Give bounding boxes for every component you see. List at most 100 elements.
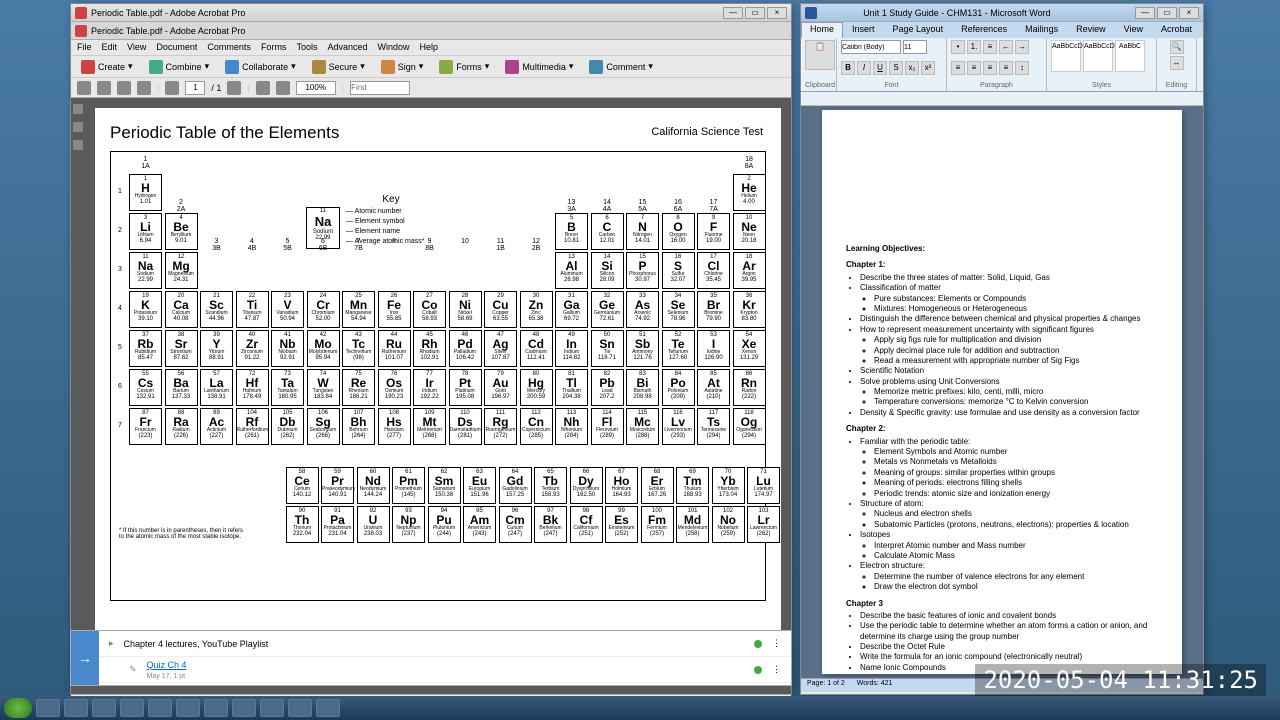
word-titlebar[interactable]: Unit 1 Study Guide - CHM131 - Microsoft … [801, 4, 1203, 22]
taskbar-app-icon[interactable] [232, 699, 256, 717]
sign-button[interactable]: Sign▾ [377, 59, 428, 75]
zoom-input[interactable] [296, 81, 336, 95]
panel-row-playlist[interactable]: ▸ Chapter 4 lectures, YouTube Playlist ⋮ [99, 631, 791, 657]
indent-inc-button[interactable]: → [1015, 40, 1029, 54]
style-option[interactable]: AaBbCcDc [1083, 40, 1113, 72]
email-icon[interactable] [137, 81, 151, 95]
maximize-button[interactable]: ▭ [1157, 7, 1177, 19]
taskbar-app-icon[interactable] [204, 699, 228, 717]
size-select[interactable] [903, 40, 927, 54]
next-page-icon[interactable] [227, 81, 241, 95]
menu-comments[interactable]: Comments [207, 42, 251, 53]
tab-view[interactable]: View [1115, 22, 1152, 38]
bookmarks-panel-icon[interactable] [73, 122, 83, 132]
menu-help[interactable]: Help [420, 42, 439, 53]
close-button[interactable]: × [767, 7, 787, 19]
bold-button[interactable]: B [841, 61, 855, 75]
find-button[interactable]: 🔍 [1170, 40, 1184, 54]
acrobat-titlebar[interactable]: Periodic Table.pdf - Adobe Acrobat Pro —… [71, 4, 791, 22]
align-center-button[interactable]: ≡ [967, 61, 981, 75]
zoom-out-icon[interactable] [256, 81, 270, 95]
underline-button[interactable]: U [873, 61, 887, 75]
menu-icon[interactable]: ⋮ [772, 664, 781, 675]
element-Hg: 80HgMercury200.59 [520, 369, 553, 406]
taskbar-word-icon[interactable] [316, 699, 340, 717]
menu-icon[interactable]: ⋮ [772, 638, 781, 649]
save-icon[interactable] [117, 81, 131, 95]
sup-button[interactable]: x² [921, 61, 935, 75]
menu-view[interactable]: View [127, 42, 146, 53]
element-Tm: 69TmThulium168.93 [676, 467, 709, 504]
collaborate-button[interactable]: Collaborate▾ [221, 59, 300, 75]
combine-button[interactable]: Combine▾ [145, 59, 214, 75]
style-option[interactable]: AaBbC [1115, 40, 1145, 72]
element-Zr: 40ZrZirconium91.22 [236, 330, 269, 367]
secure-button[interactable]: Secure▾ [308, 59, 369, 75]
print-icon[interactable] [97, 81, 111, 95]
italic-button[interactable]: I [857, 61, 871, 75]
maximize-button[interactable]: ▭ [745, 7, 765, 19]
find-input[interactable] [350, 81, 410, 95]
minimize-button[interactable]: — [1135, 7, 1155, 19]
page-status[interactable]: Page: 1 of 2 [807, 680, 845, 691]
tab-insert[interactable]: Insert [843, 22, 884, 38]
minimize-button[interactable]: — [723, 7, 743, 19]
align-left-button[interactable]: ≡ [951, 61, 965, 75]
prev-page-icon[interactable] [165, 81, 179, 95]
numbering-button[interactable]: 1. [967, 40, 981, 54]
element-Bk: 97BkBerkelium(247) [534, 506, 567, 543]
comment-button[interactable]: Comment▾ [585, 59, 657, 75]
font-select[interactable] [841, 40, 901, 54]
word-page[interactable]: Learning Objectives:Chapter 1:Describe t… [822, 110, 1182, 674]
tab-mailings[interactable]: Mailings [1016, 22, 1067, 38]
forms-button[interactable]: Forms▾ [435, 59, 493, 75]
taskbar-app-icon[interactable] [120, 699, 144, 717]
taskbar-app-icon[interactable] [148, 699, 172, 717]
taskbar-app-icon[interactable] [260, 699, 284, 717]
taskbar-app-icon[interactable] [92, 699, 116, 717]
menu-advanced[interactable]: Advanced [327, 42, 367, 53]
style-option[interactable]: AaBbCcDc [1051, 40, 1081, 72]
taskbar-acrobat-icon[interactable] [288, 699, 312, 717]
multilevel-button[interactable]: ≡ [983, 40, 997, 54]
menu-forms[interactable]: Forms [261, 42, 287, 53]
panel-expand[interactable]: → [71, 631, 99, 685]
menu-window[interactable]: Window [377, 42, 409, 53]
page-input[interactable] [185, 81, 205, 95]
menu-file[interactable]: File [77, 42, 92, 53]
word-count[interactable]: Words: 421 [857, 680, 893, 691]
pages-panel-icon[interactable] [73, 104, 83, 114]
tab-home[interactable]: Home [801, 22, 843, 38]
taskbar-ie-icon[interactable] [36, 699, 60, 717]
menu-edit[interactable]: Edit [102, 42, 118, 53]
tab-references[interactable]: References [952, 22, 1016, 38]
tab-review[interactable]: Review [1067, 22, 1115, 38]
multimedia-button[interactable]: Multimedia▾ [501, 59, 577, 75]
indent-dec-button[interactable]: ← [999, 40, 1013, 54]
ruler[interactable] [801, 92, 1203, 106]
align-right-button[interactable]: ≡ [983, 61, 997, 75]
attachments-panel-icon[interactable] [73, 140, 83, 150]
spacing-button[interactable]: ↕ [1015, 61, 1029, 75]
acrobat-tab[interactable]: Periodic Table.pdf - Adobe Acrobat Pro [91, 26, 245, 36]
justify-button[interactable]: ≡ [999, 61, 1013, 75]
taskbar-explorer-icon[interactable] [64, 699, 88, 717]
tab-acrobat[interactable]: Acrobat [1152, 22, 1201, 38]
strike-button[interactable]: S [889, 61, 903, 75]
sub-button[interactable]: x₂ [905, 61, 919, 75]
replace-button[interactable]: ↔ [1170, 56, 1184, 70]
menu-document[interactable]: Document [156, 42, 197, 53]
start-button[interactable] [4, 698, 32, 718]
taskbar-firefox-icon[interactable] [176, 699, 200, 717]
paste-button[interactable]: 📋 [805, 40, 835, 70]
panel-row-quiz[interactable]: ✎ Quiz Ch 4May 17, 1 pt ⋮ [99, 657, 791, 683]
tab-page-layout[interactable]: Page Layout [884, 22, 953, 38]
word-body[interactable]: Learning Objectives:Chapter 1:Describe t… [801, 106, 1203, 678]
pdf-viewport[interactable]: Periodic Table of the Elements Californi… [85, 98, 791, 694]
zoom-in-icon[interactable] [276, 81, 290, 95]
close-button[interactable]: × [1179, 7, 1199, 19]
create-button[interactable]: Create▾ [77, 59, 137, 75]
menu-tools[interactable]: Tools [296, 42, 317, 53]
bullets-button[interactable]: • [951, 40, 965, 54]
open-icon[interactable] [77, 81, 91, 95]
